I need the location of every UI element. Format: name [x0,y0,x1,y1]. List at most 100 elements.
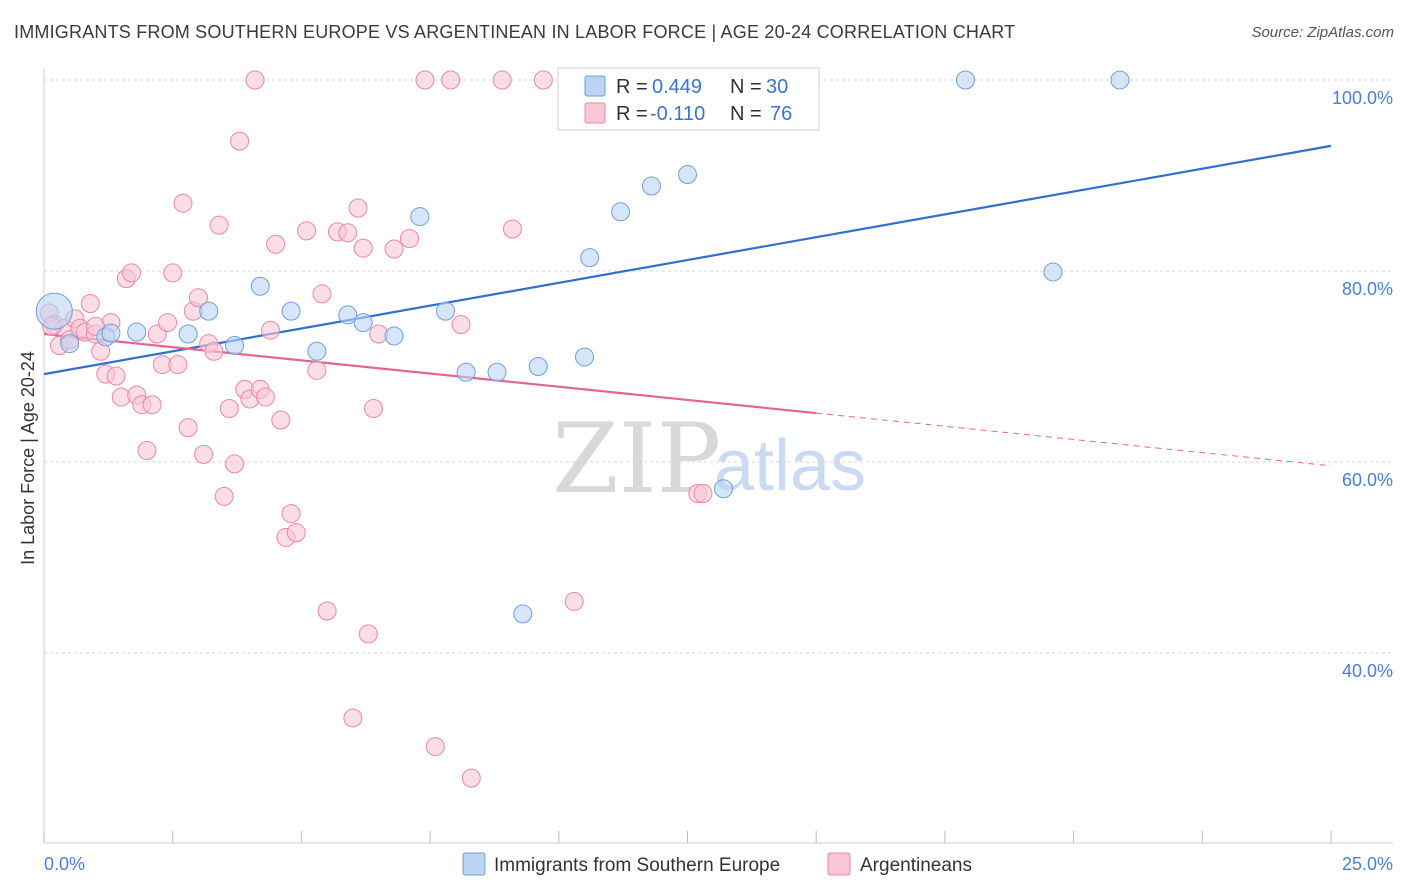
trend-line-argentinean-extrapolated [816,412,1332,467]
y-tick-label-40: 40.0% [1342,661,1393,681]
point-southern-europe [611,202,631,222]
point-southern-europe [436,301,456,321]
point-southern-europe [338,305,358,325]
point-southern-europe [575,347,595,367]
point-southern-europe [955,70,975,90]
point-southern-europe [641,176,661,196]
legend-r-value-1: 0.449 [652,76,702,98]
trend-lines [43,144,1332,467]
point-argentinean [338,223,358,243]
point-southern-europe [580,248,600,268]
point-argentinean [348,198,368,218]
point-argentinean [80,293,100,313]
legend-swatch-blue [584,75,606,97]
point-argentinean [425,737,445,757]
point-southern-europe [528,357,548,376]
point-argentinean [317,601,337,621]
point-argentinean [312,284,332,304]
point-argentinean [255,387,275,407]
point-southern-europe [513,604,533,624]
x-tick-label-max: 25.0% [1342,854,1393,874]
point-southern-europe [353,313,373,333]
point-argentinean [261,320,281,340]
x-tick-label-min: 0.0% [44,854,85,874]
legend-r-value-2: -0.110 [650,103,705,125]
point-argentinean [297,221,317,241]
point-southern-europe [199,301,219,321]
y-tick-label-100: 100.0% [1332,88,1393,108]
point-southern-europe [307,341,327,361]
point-southern-europe [35,292,73,330]
series-legend: Immigrants from Southern Europe Argentin… [462,852,972,876]
point-southern-europe [487,362,507,382]
point-argentinean [564,591,584,611]
point-argentinean [178,418,198,438]
legend-swatch-pink [584,102,606,124]
y-tick-label-60: 60.0% [1342,470,1393,490]
point-argentinean [441,70,461,90]
point-argentinean [451,314,471,334]
legend-n-value-2: 76 [770,103,792,125]
point-southern-europe [101,323,121,343]
y-axis-title: In Labor Force | Age 20-24 [18,351,38,565]
point-southern-europe [1110,70,1130,90]
point-southern-europe [224,335,244,355]
grid-lines [44,79,1393,654]
point-argentinean [492,70,512,90]
series-legend-label-pink: Argentineans [860,855,972,876]
point-argentinean [353,238,373,258]
point-argentinean [209,215,229,235]
point-argentinean [281,504,301,524]
point-southern-europe [1043,262,1063,282]
trend-line-southern-europe [43,144,1332,376]
stats-legend: R = 0.449 N = 30 R = -0.110 N = 76 [557,67,820,131]
point-argentinean [245,70,265,90]
point-argentinean [204,341,224,361]
point-argentinean [461,768,481,788]
point-argentinean [214,486,234,506]
point-southern-europe [384,326,404,346]
point-argentinean [502,219,522,239]
trend-line-argentinean [43,332,817,415]
point-argentinean [533,70,553,90]
point-argentinean [363,399,383,419]
axes [43,68,1393,844]
point-argentinean [286,523,306,543]
series-legend-label-blue: Immigrants from Southern Europe [494,855,780,876]
point-argentinean [271,410,291,430]
point-argentinean [158,313,178,333]
point-argentinean [693,484,713,504]
legend-r-label-1: R = [616,76,648,98]
legend-r-label-2: R = [616,103,648,125]
point-southern-europe [281,301,301,321]
point-argentinean [358,624,378,644]
point-argentinean [400,229,420,249]
point-southern-europe [410,207,430,227]
point-southern-europe [60,334,80,354]
point-argentinean [142,395,162,415]
point-argentinean [415,70,435,90]
point-southern-europe [456,362,476,382]
point-argentinean [106,366,126,386]
point-argentinean [137,441,157,461]
point-argentinean [194,444,214,464]
series-legend-swatch-pink [827,852,851,876]
legend-n-value-1: 30 [766,76,788,98]
point-argentinean [384,239,404,259]
point-argentinean [307,360,327,380]
point-argentinean [343,708,363,728]
point-argentinean [173,193,193,213]
point-southern-europe [178,324,198,344]
chart-source: Source: ZipAtlas.com [1251,24,1394,41]
watermark-atlas: atlas [714,426,866,506]
series-legend-swatch-blue [462,852,486,876]
data-points [35,70,1130,788]
point-argentinean [219,399,239,419]
point-argentinean [224,454,244,474]
y-tick-label-80: 80.0% [1342,279,1393,299]
point-argentinean [163,263,183,283]
point-argentinean [188,288,208,308]
point-southern-europe [714,479,734,499]
point-southern-europe [127,322,147,342]
